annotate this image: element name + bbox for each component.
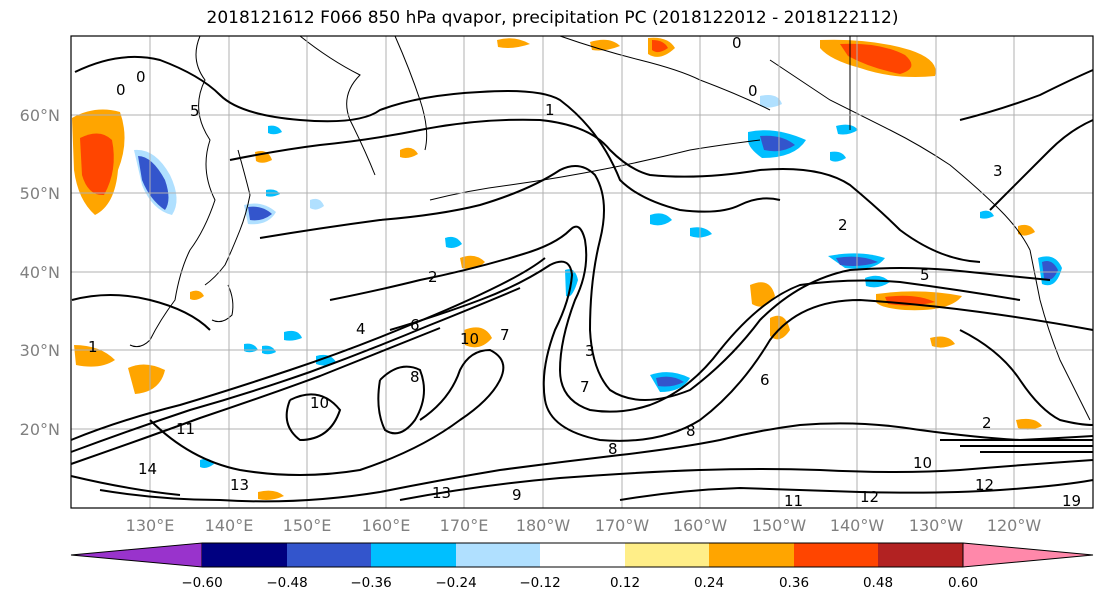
contour-label: 3 — [993, 162, 1003, 180]
lon-label: 150°E — [283, 516, 332, 535]
contour-label: 5 — [920, 266, 930, 284]
lon-label: 120°W — [987, 516, 1042, 535]
colorbar: −0.60 −0.48 −0.36 −0.24 −0.12 0.12 0.24 … — [70, 542, 1094, 591]
colorbar-segment — [202, 543, 287, 567]
map-frame — [70, 35, 1094, 509]
contour-label: 1 — [545, 101, 555, 119]
contour-label: 13 — [230, 476, 249, 494]
contour-label: 2 — [428, 268, 438, 286]
lat-label: 40°N — [20, 263, 60, 282]
colorbar-extend-right — [962, 542, 1094, 568]
contour-label: 2 — [838, 216, 848, 234]
qvapor-contours — [70, 55, 1094, 503]
contour-label: 10 — [913, 454, 932, 472]
colorbar-tick-label: −0.24 — [435, 575, 476, 591]
contour-label: 3 — [585, 342, 595, 360]
contour-label: 13 — [432, 484, 451, 502]
contour-label: 7 — [580, 378, 590, 396]
contour-labels: 0 0 0 0 1 1 2 2 2 3 3 4 5 5 6 6 7 7 8 8 … — [88, 34, 1081, 510]
colorbar-segment — [371, 543, 456, 567]
colorbar-segment — [794, 543, 878, 567]
contour-label: 10 — [310, 394, 329, 412]
contour-label: 8 — [608, 440, 618, 458]
colorbar-tick-label: 0.12 — [610, 575, 640, 591]
contour-label: 12 — [860, 488, 879, 506]
lon-label: 140°W — [830, 516, 885, 535]
colorbar-segment — [540, 543, 625, 567]
contour-label: 0 — [116, 81, 126, 99]
contour-label: 5 — [190, 102, 200, 120]
contour-label: 7 — [500, 326, 510, 344]
contour-label: 0 — [136, 68, 146, 86]
longitude-labels: 130°E 140°E 150°E 160°E 170°E 180°W 170°… — [126, 516, 1042, 535]
contour-label: 8 — [410, 368, 420, 386]
lon-label: 130°W — [909, 516, 964, 535]
contour-label: 0 — [732, 34, 742, 52]
map-panel — [70, 35, 1094, 508]
contour-label: 6 — [760, 371, 770, 389]
lat-label: 20°N — [20, 420, 60, 439]
lon-label: 180°W — [516, 516, 571, 535]
colorbar-segment — [709, 543, 794, 567]
colorbar-tick-label: 0.48 — [863, 575, 893, 591]
contour-label: 10 — [460, 330, 479, 348]
colorbar-tick-label: −0.48 — [266, 575, 307, 591]
precip-shading — [72, 37, 1062, 500]
gridlines — [71, 36, 1093, 508]
contour-label: 9 — [512, 486, 522, 504]
lon-label: 140°E — [205, 516, 254, 535]
colorbar-tick-label: −0.12 — [519, 575, 560, 591]
contour-label: 8 — [686, 422, 696, 440]
lon-label: 130°E — [126, 516, 175, 535]
contour-label: 6 — [410, 316, 420, 334]
lon-label: 150°W — [752, 516, 807, 535]
contour-label: 2 — [982, 414, 992, 432]
contour-label: 1 — [88, 338, 98, 356]
contour-label: 11 — [176, 420, 195, 438]
lat-label: 60°N — [20, 106, 60, 125]
colorbar-segment — [878, 543, 963, 567]
map-title: 2018121612 F066 850 hPa qvapor, precipit… — [206, 8, 899, 28]
colorbar-segment — [287, 543, 371, 567]
colorbar-segment — [625, 543, 709, 567]
contour-label: 19 — [1062, 492, 1081, 510]
colorbar-tick-label: 0.36 — [779, 575, 809, 591]
lat-label: 50°N — [20, 184, 60, 203]
colorbar-segment — [456, 543, 540, 567]
contour-label: 11 — [784, 492, 803, 510]
coastlines — [129, 35, 1093, 421]
contour-label: 14 — [138, 460, 157, 478]
colorbar-tick-label: 0.24 — [694, 575, 724, 591]
colorbar-tick-label: −0.36 — [350, 575, 391, 591]
lon-label: 160°W — [673, 516, 728, 535]
lon-label: 170°E — [440, 516, 489, 535]
colorbar-tick-label: −0.60 — [181, 575, 222, 591]
colorbar-tick-label: 0.60 — [948, 575, 978, 591]
contour-label: 4 — [356, 320, 366, 338]
contour-label: 12 — [975, 476, 994, 494]
lon-label: 170°W — [595, 516, 650, 535]
colorbar-extend-left — [70, 542, 203, 568]
latitude-labels: 60°N 50°N 40°N 30°N 20°N — [20, 106, 60, 439]
lon-label: 160°E — [362, 516, 411, 535]
lat-label: 30°N — [20, 341, 60, 360]
contour-label: 0 — [748, 82, 758, 100]
